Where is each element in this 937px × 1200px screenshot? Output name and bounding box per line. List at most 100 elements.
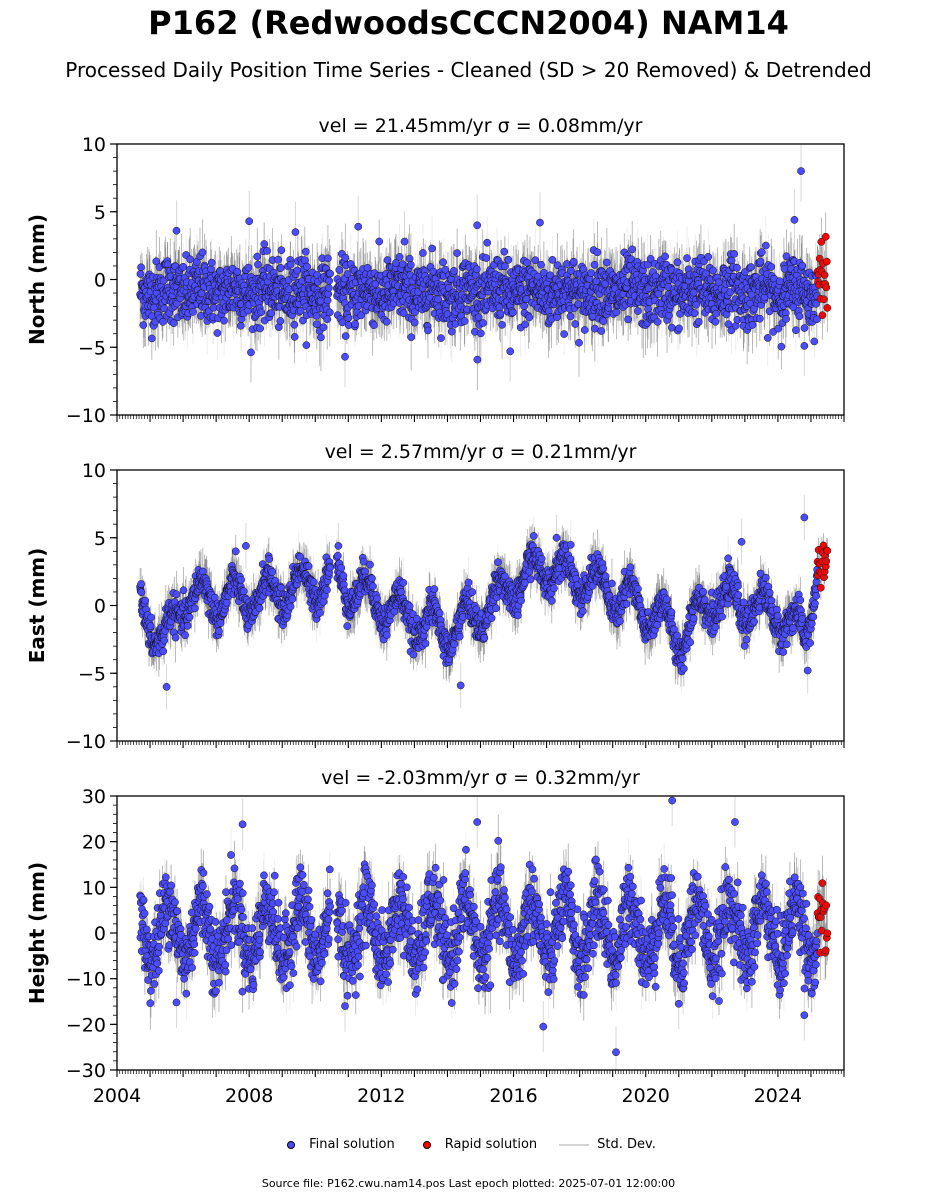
final-point [599,317,608,326]
final-point [371,280,380,288]
plot-area-north [136,144,832,390]
final-point [233,267,242,276]
final-point-outlier [172,226,181,235]
final-point [603,258,611,267]
final-point [521,320,530,329]
final-point [383,256,392,264]
final-point-outlier [790,216,799,224]
final-point [424,326,432,335]
final-point [644,284,653,293]
final-point [520,302,529,310]
final-point [189,308,197,316]
final-point [407,261,415,269]
final-point [624,315,632,324]
final-point [300,256,309,265]
final-point [474,313,483,322]
final-point [325,284,333,292]
final-point-outlier [291,228,300,236]
final-point [546,271,555,280]
y-tick-label: 5 [94,202,106,224]
final-point [405,254,414,263]
final-point [571,320,580,328]
final-point [139,321,148,329]
y-tick-label: −5 [78,337,106,359]
final-point [789,303,798,312]
final-point [472,265,481,273]
final-point-outlier [800,342,809,350]
final-point [523,258,531,267]
final-point [795,312,804,321]
figure-title: P162 (RedwoodsCCCN2004) NAM14 [148,4,789,42]
final-point [747,263,755,271]
final-point [453,249,461,257]
final-point [634,307,642,315]
final-point [704,252,713,261]
final-point [665,311,673,320]
final-point [375,237,384,246]
final-point [326,269,334,278]
final-point [694,317,703,326]
final-point [575,338,583,347]
final-point [263,247,271,255]
final-point [338,318,347,327]
final-point [692,300,701,309]
final-point [296,306,305,315]
final-point [798,261,807,270]
final-point [612,308,621,317]
final-point [244,263,253,272]
final-point [780,264,789,273]
final-point [312,312,321,320]
final-point [207,258,216,267]
final-point [777,342,786,351]
final-point [274,255,283,264]
final-point [198,248,207,257]
final-point-outlier [797,167,805,175]
final-point [236,321,245,330]
final-point [254,260,262,269]
final-point [733,263,741,272]
final-point [580,326,589,334]
final-point [276,317,285,325]
final-point [325,308,334,317]
final-point [303,262,311,271]
final-point [434,295,442,304]
final-point [498,320,506,329]
final-point [323,315,332,324]
final-point [800,324,809,332]
final-point-outlier [506,347,515,356]
final-point [197,289,206,298]
final-point [213,329,222,337]
final-point [473,355,482,364]
panel-title-north: vel = 21.45mm/yr σ = 0.08mm/yr [319,115,643,137]
final-point [782,252,791,261]
final-point [774,324,783,333]
y-tick-label: 0 [94,270,106,292]
final-point [220,316,228,325]
final-point [136,270,145,278]
final-point [496,309,505,318]
time-series-plots: −10 −5 0 5 10 vel = 21.45mm/yr σ = 0.08mm/yr N… [25,115,845,1107]
final-point [160,304,169,313]
final-point [661,252,669,261]
final-point-outlier [341,352,349,361]
final-point [341,253,350,262]
final-point [257,308,265,317]
final-point [323,296,332,305]
final-point [299,316,307,325]
final-point [763,334,772,342]
final-point [711,317,720,326]
std-dev-bars-north [139,144,818,390]
final-point [256,324,264,333]
final-point [363,263,372,272]
final-point [689,288,698,297]
final-point [587,269,595,277]
final-point [343,270,352,278]
final-solution-points-north [136,167,822,364]
final-point [277,246,286,255]
final-point [574,300,583,308]
final-point [792,326,800,335]
final-point [560,330,568,338]
final-point-outlier [536,218,544,227]
final-point [207,265,215,273]
final-point [419,249,427,257]
